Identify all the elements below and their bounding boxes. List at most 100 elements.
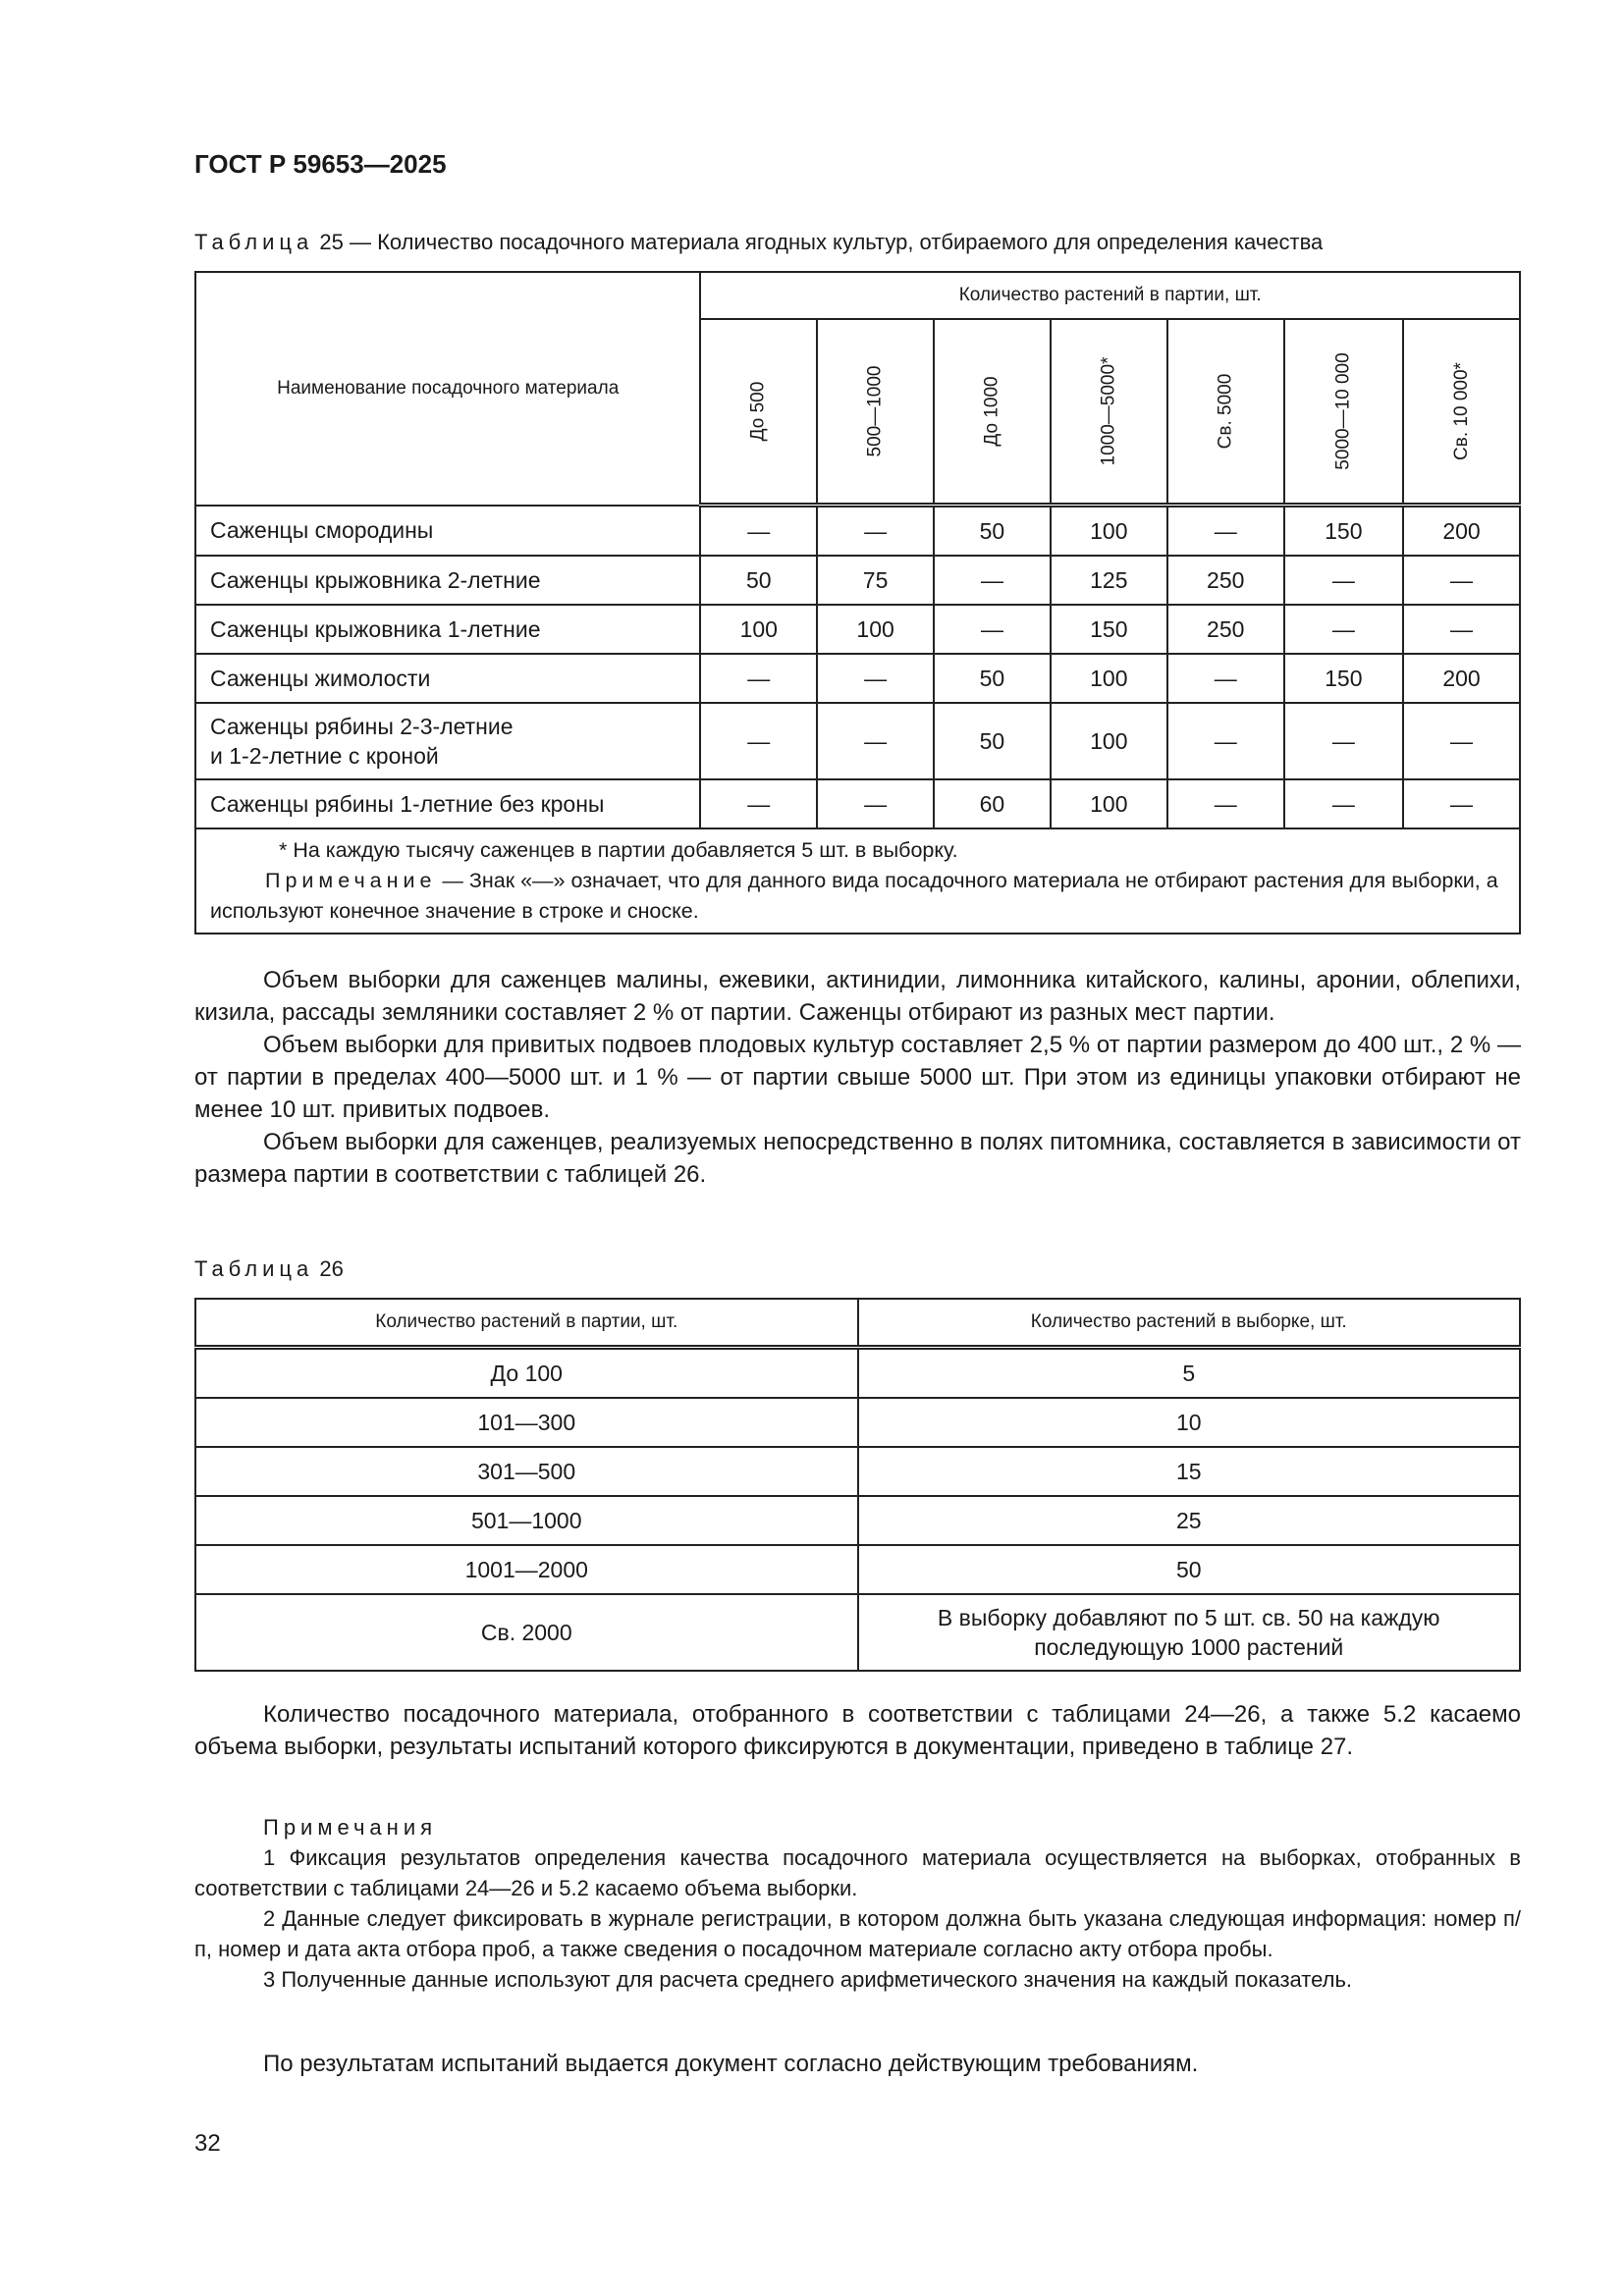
- table-cell: —: [933, 555, 1052, 606]
- footnote-row: * На каждую тысячу саженцев в партии доб…: [194, 828, 1521, 934]
- table-cell: —: [933, 604, 1052, 655]
- column-header-text: Св. 5000: [1215, 373, 1236, 450]
- column-header-text: 1000—5000*: [1098, 356, 1119, 466]
- column-header-text: До 1000: [981, 376, 1002, 447]
- column-header: До 500: [699, 318, 819, 507]
- table-cell: 150: [1049, 604, 1168, 655]
- row-name: Саженцы крыжовника 1-летние: [193, 604, 702, 655]
- table-cell: —: [699, 702, 819, 780]
- table-cell: Св. 2000: [194, 1593, 859, 1672]
- note-label: Примечание: [265, 869, 437, 892]
- table-cell: —: [1282, 702, 1405, 780]
- notes: Примечания 1 Фиксация результатов опреде…: [194, 1812, 1521, 1995]
- document-header: ГОСТ Р 59653—2025: [194, 149, 447, 179]
- table-cell: 100: [1049, 653, 1168, 704]
- column-header: 500—1000: [816, 318, 936, 507]
- table-25: Наименование посадочного материала Колич…: [193, 271, 1521, 934]
- table-cell: —: [1165, 653, 1285, 704]
- table-cell: 250: [1165, 604, 1285, 655]
- table-cell: 60: [933, 778, 1052, 829]
- table-row: 301—500 15: [194, 1446, 1521, 1497]
- table-cell: 100: [816, 604, 936, 655]
- table-cell: 101—300: [194, 1397, 859, 1448]
- table-cell: 50: [933, 702, 1052, 780]
- table-cell: —: [1402, 778, 1521, 829]
- group-header: Количество растений в партии, шт.: [699, 271, 1521, 320]
- paragraph: Количество посадочного материала, отобра…: [194, 1701, 1521, 1760]
- table-cell: 25: [856, 1495, 1521, 1546]
- table-cell: —: [1165, 504, 1285, 557]
- column-header: 5000—10 000: [1282, 318, 1405, 507]
- body-paragraphs: Объем выборки для саженцев малины, ежеви…: [194, 964, 1521, 1191]
- row-name: Саженцы крыжовника 2-летние: [193, 555, 702, 606]
- table-cell: 50: [856, 1544, 1521, 1595]
- name-column-header: Наименование посадочного материала: [193, 271, 702, 507]
- table-cell: 75: [816, 555, 936, 606]
- table-cell: 501—1000: [194, 1495, 859, 1546]
- table-row: Саженцы рябины 1-летние без кроны — —60 100…: [193, 778, 1521, 829]
- table-cell: 100: [699, 604, 819, 655]
- table-cell: —: [699, 653, 819, 704]
- table-row: Саженцы рябины 2-3-летние и 1-2-летние с …: [193, 702, 1521, 780]
- table-row: 501—1000 25: [194, 1495, 1521, 1546]
- table-cell: 15: [856, 1446, 1521, 1497]
- footnote: * На каждую тысячу саженцев в партии доб…: [279, 838, 958, 862]
- table-row: 1001—2000 50: [194, 1544, 1521, 1595]
- table-row: Саженцы смородины — —50 100—150 200: [193, 504, 1521, 557]
- table-cell: 50: [933, 653, 1052, 704]
- table-label: Таблица: [194, 230, 314, 254]
- column-header: Св. 5000: [1165, 318, 1285, 507]
- table-cell: 301—500: [194, 1446, 859, 1497]
- footnote-cell: * На каждую тысячу саженцев в партии доб…: [194, 828, 1521, 934]
- column-header: Количество растений в выборке, шт.: [856, 1298, 1521, 1350]
- table-cell: —: [816, 504, 936, 557]
- column-header-text: 500—1000: [864, 365, 886, 457]
- table-cell: 5: [856, 1346, 1521, 1399]
- table-row: Саженцы крыжовника 2-летние 50 75—125 250— —: [193, 555, 1521, 606]
- table-cell: —: [1282, 604, 1405, 655]
- row-name: Саженцы жимолости: [193, 653, 702, 704]
- table-cell: 125: [1049, 555, 1168, 606]
- table-cell: —: [1165, 702, 1285, 780]
- table-cell: 200: [1402, 653, 1521, 704]
- table-cell: 100: [1049, 778, 1168, 829]
- note-text: — Знак «—» означает, что для данного вид…: [210, 869, 1498, 923]
- row-name: Саженцы смородины: [193, 504, 702, 557]
- table-cell: —: [1282, 555, 1405, 606]
- column-header-text: До 500: [747, 381, 769, 442]
- table-cell: 50: [933, 504, 1052, 557]
- column-header: 1000—5000*: [1049, 318, 1168, 507]
- final-paragraph: По результатам испытаний выдается докуме…: [194, 2048, 1521, 2080]
- table-row: До 100 5: [194, 1346, 1521, 1399]
- table-cell: —: [1402, 604, 1521, 655]
- table-label: Таблица: [194, 1256, 314, 1281]
- table-row: Св. 2000 В выборку добавляют по 5 шт. св.…: [194, 1593, 1521, 1672]
- table-cell: До 100: [194, 1346, 859, 1399]
- table-cell: —: [816, 653, 936, 704]
- table-26-caption: Таблица 26: [194, 1256, 344, 1282]
- table-number: 26: [319, 1256, 344, 1281]
- table-cell: —: [699, 504, 819, 557]
- table-row: Саженцы крыжовника 1-летние 100 100—150 250…: [193, 604, 1521, 655]
- note-item: 2 Данные следует фиксировать в журнале р…: [194, 1906, 1521, 1961]
- table-cell: 150: [1282, 653, 1405, 704]
- column-header-text: 5000—10 000: [1332, 352, 1354, 470]
- page-number: 32: [194, 2130, 221, 2157]
- note-item: 1 Фиксация результатов определения качес…: [194, 1845, 1521, 1900]
- table-cell: 50: [699, 555, 819, 606]
- table-cell: В выборку добавляют по 5 шт. св. 50 на к…: [856, 1593, 1521, 1672]
- table-cell: 200: [1402, 504, 1521, 557]
- table-26: Количество растений в партии, шт. Количес…: [194, 1298, 1521, 1672]
- row-name: Саженцы рябины 1-летние без кроны: [193, 778, 702, 829]
- column-header: Количество растений в партии, шт.: [194, 1298, 859, 1350]
- table-25-caption: Таблица 25 — Количество посадочного мате…: [194, 230, 1323, 255]
- table-cell: —: [1165, 778, 1285, 829]
- table-cell: 100: [1049, 702, 1168, 780]
- table-row: Саженцы жимолости — —50 100—150 200: [193, 653, 1521, 704]
- table-cell: 10: [856, 1397, 1521, 1448]
- notes-title: Примечания: [263, 1815, 438, 1840]
- note: Примечание — Знак «—» означает, что для …: [210, 866, 1509, 927]
- note-item: 3 Полученные данные используют для расче…: [263, 1967, 1353, 1992]
- row-name: Саженцы рябины 2-3-летние и 1-2-летние с …: [193, 702, 702, 780]
- table-cell: —: [1282, 778, 1405, 829]
